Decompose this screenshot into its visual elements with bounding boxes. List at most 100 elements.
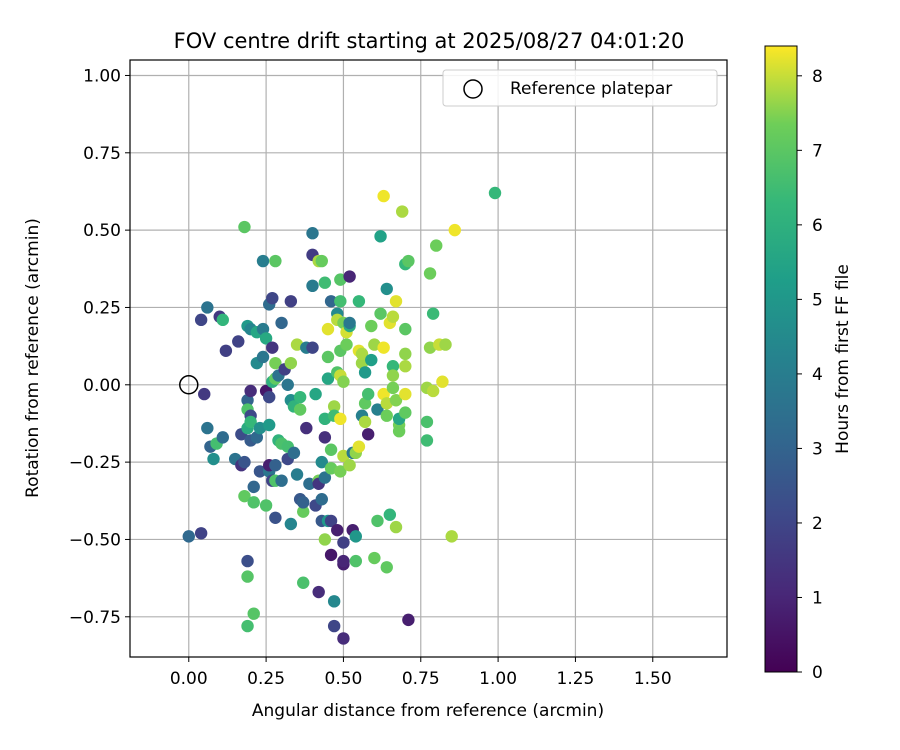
- data-point: [368, 551, 381, 565]
- x-tick-label: 0.25: [247, 669, 285, 689]
- data-point: [269, 511, 282, 525]
- data-point: [377, 341, 390, 354]
- data-point: [402, 613, 415, 627]
- data-point: [352, 440, 366, 453]
- data-point: [207, 452, 220, 466]
- data-point: [247, 480, 260, 494]
- data-point: [343, 459, 356, 472]
- data-point: [361, 387, 375, 401]
- data-point: [377, 189, 390, 203]
- colorbar-tick-label: 7: [812, 141, 823, 161]
- data-point: [241, 619, 254, 633]
- data-point: [355, 347, 369, 361]
- colorbar: 0 1 2 3 4 5 6 7 8 Hours from first FF file: [764, 45, 853, 683]
- data-point: [324, 514, 338, 528]
- x-tick-label: 0.50: [325, 669, 363, 689]
- data-point: [266, 341, 279, 354]
- data-point: [194, 527, 208, 540]
- legend-box: [442, 69, 718, 107]
- data-point: [306, 227, 319, 240]
- data-point: [389, 295, 403, 308]
- legend: Reference platepar: [442, 69, 718, 107]
- data-point: [402, 254, 415, 268]
- data-point: [262, 418, 276, 432]
- data-point: [334, 412, 347, 426]
- data-point: [389, 394, 403, 407]
- data-point: [327, 595, 341, 608]
- data-point: [396, 205, 409, 218]
- y-tick-label: 0.50: [83, 221, 121, 241]
- data-point: [383, 508, 397, 521]
- data-point: [337, 554, 350, 568]
- data-point: [269, 459, 282, 472]
- data-point: [219, 344, 233, 357]
- data-point: [439, 338, 452, 351]
- data-point: [238, 220, 251, 234]
- data-point: [259, 332, 273, 345]
- data-point: [399, 360, 412, 373]
- data-point: [318, 431, 332, 444]
- data-point: [399, 347, 412, 361]
- data-point: [337, 536, 350, 549]
- data-point: [244, 415, 257, 429]
- data-point: [290, 468, 304, 481]
- data-point: [389, 520, 403, 534]
- data-point: [321, 372, 335, 385]
- x-axis-ticks: 0.00 0.25 0.50 0.75 1.00 1.25 1.50: [170, 657, 672, 689]
- data-point: [201, 421, 214, 435]
- data-point: [284, 295, 298, 308]
- data-point: [262, 390, 276, 404]
- colorbar-tick-label: 5: [812, 290, 823, 310]
- data-point: [321, 322, 335, 336]
- data-point: [343, 270, 356, 283]
- legend-label: Reference platepar: [510, 79, 672, 99]
- data-point: [445, 530, 458, 543]
- data-point: [293, 403, 307, 416]
- data-point: [253, 465, 267, 478]
- colorbar-gradient: [764, 45, 798, 673]
- data-point: [269, 356, 282, 370]
- data-point: [343, 316, 356, 330]
- data-point: [386, 310, 400, 323]
- data-point: [318, 471, 332, 484]
- data-point: [275, 474, 288, 487]
- data-point: [321, 350, 335, 364]
- data-point: [365, 319, 378, 333]
- x-axis-label: Angular distance from reference (arcmin): [252, 701, 604, 721]
- data-point: [182, 530, 195, 543]
- data-point: [426, 307, 440, 320]
- data-point: [386, 369, 400, 382]
- colorbar-tick-label: 4: [812, 365, 823, 385]
- y-tick-label: 0.00: [83, 376, 121, 396]
- data-point: [430, 239, 443, 252]
- data-point: [365, 353, 378, 367]
- data-point: [386, 360, 400, 373]
- data-point: [423, 267, 437, 280]
- data-point: [324, 443, 338, 456]
- reference-platepar-marker: [179, 375, 199, 395]
- colorbar-ticks: 0 1 2 3 4 5 6 7 8: [797, 67, 823, 683]
- data-point: [256, 254, 270, 268]
- data-point: [241, 570, 254, 583]
- data-point: [306, 341, 319, 354]
- data-point: [284, 517, 298, 531]
- data-point: [352, 295, 366, 308]
- data-point: [216, 313, 229, 327]
- data-point: [297, 576, 310, 589]
- x-tick-label: 0.75: [402, 669, 440, 689]
- x-tick-label: 1.25: [557, 669, 595, 689]
- data-point: [358, 415, 372, 429]
- colorbar-tick-label: 3: [812, 439, 823, 459]
- colorbar-tick-label: 0: [812, 663, 823, 683]
- data-point: [436, 375, 449, 388]
- data-point: [312, 585, 325, 599]
- data-point: [238, 455, 251, 469]
- colorbar-tick-label: 1: [812, 588, 823, 608]
- data-point: [337, 632, 350, 645]
- data-point: [194, 313, 208, 327]
- colorbar-tick-label: 6: [812, 216, 823, 236]
- data-point: [426, 384, 440, 398]
- y-tick-label: −0.50: [69, 530, 121, 550]
